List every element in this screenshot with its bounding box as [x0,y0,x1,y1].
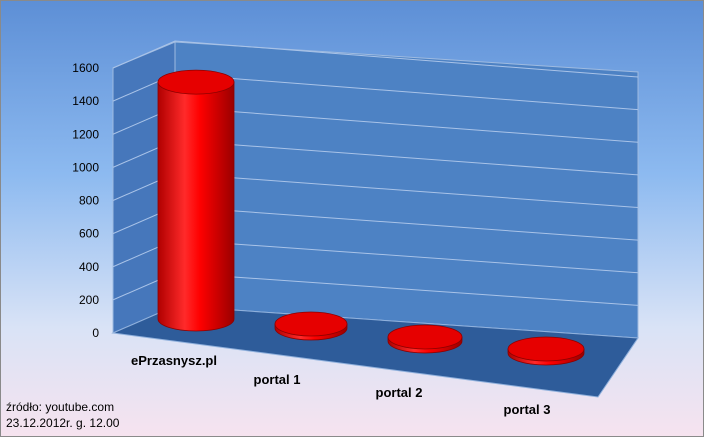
floor [111,305,639,398]
y-tick-label: 800 [79,194,99,208]
bars [157,69,585,366]
bar [387,324,463,354]
y-axis-ticks: 0 200 400 600 800 1000 1200 1400 1600 [72,61,99,340]
category-label: portal 2 [376,385,423,400]
category-label: portal 3 [504,402,551,417]
bar [507,336,585,366]
y-tick-label: 0 [92,326,99,340]
source-note: źródło: youtube.com 23.12.2012r. g. 12.0… [6,399,119,431]
bar-top [157,69,235,95]
y-tick-label: 600 [79,227,99,241]
bar-top [507,336,585,362]
category-label: portal 1 [254,372,301,387]
source-line: źródło: youtube.com [6,400,115,414]
y-tick-label: 400 [79,260,99,274]
x-axis-labels: ePrzasnysz.pl portal 1 portal 2 portal 3 [131,353,550,417]
bar-body [157,81,235,332]
y-tick-label: 1400 [72,94,99,108]
bar [157,69,235,332]
y-tick-label: 1000 [72,160,99,174]
y-tick-label: 1200 [72,127,99,141]
source-date: 23.12.2012r. g. 12.00 [6,416,120,430]
y-tick-label: 1600 [72,61,99,75]
bar-top [387,324,463,350]
y-tick-label: 200 [79,293,99,307]
bar [274,311,348,341]
category-label: ePrzasnysz.pl [131,353,217,368]
gridline [112,40,639,78]
bar-top [274,311,348,337]
